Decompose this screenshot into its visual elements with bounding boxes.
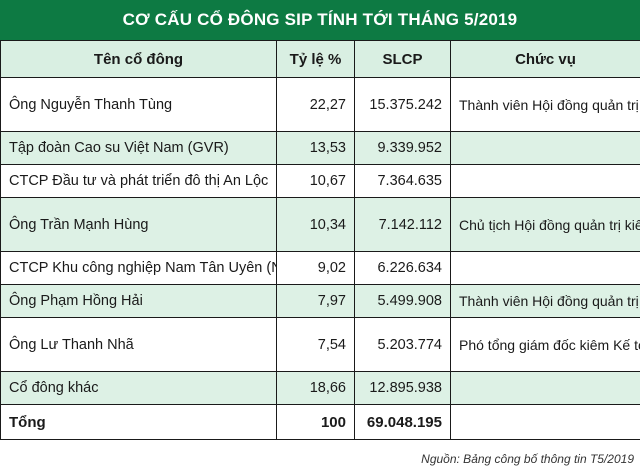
header-name: Tên cổ đông: [0, 40, 277, 78]
shareholder-role: [450, 164, 640, 198]
shareholder-slcp: 5.499.908: [354, 284, 451, 318]
shareholder-table: Tên cổ đông Tỷ lệ % SLCP Chức vụ Ông Ngu…: [0, 40, 640, 440]
shareholder-slcp: 7.142.112: [354, 197, 451, 252]
shareholder-role: Phó tổng giám đốc kiêm Kế toán trưởng: [450, 317, 640, 372]
total-row: Tổng 100 69.048.195: [0, 404, 640, 440]
shareholder-ratio: 9,02: [276, 251, 355, 285]
shareholder-role: [450, 131, 640, 165]
total-label: Tổng: [0, 404, 277, 440]
table-row: Ông Phạm Hồng Hải 7,97 5.499.908 Thành v…: [0, 284, 640, 318]
table-row: CTCP Khu công nghiệp Nam Tân Uyên (NTC) …: [0, 251, 640, 285]
shareholder-ratio: 10,34: [276, 197, 355, 252]
shareholder-slcp: 5.203.774: [354, 317, 451, 372]
shareholder-slcp: 9.339.952: [354, 131, 451, 165]
shareholder-role: Chủ tịch Hội đồng quản trị kiêm Tổng giá…: [450, 197, 640, 252]
header-row: Tên cổ đông Tỷ lệ % SLCP Chức vụ: [0, 40, 640, 78]
shareholder-slcp: 7.364.635: [354, 164, 451, 198]
shareholder-name: Tập đoàn Cao su Việt Nam (GVR): [0, 131, 277, 165]
header-slcp: SLCP: [354, 40, 451, 78]
shareholder-role: [450, 251, 640, 285]
shareholder-slcp: 15.375.242: [354, 77, 451, 132]
shareholder-ratio: 13,53: [276, 131, 355, 165]
shareholder-role: [450, 371, 640, 405]
shareholder-name: Ông Nguyễn Thanh Tùng: [0, 77, 277, 132]
table-title: CƠ CẤU CỔ ĐÔNG SIP TÍNH TỚI THÁNG 5/2019: [0, 0, 640, 40]
table-row: Tập đoàn Cao su Việt Nam (GVR) 13,53 9.3…: [0, 131, 640, 165]
shareholder-ratio: 10,67: [276, 164, 355, 198]
header-ratio: Tỷ lệ %: [276, 40, 355, 78]
shareholder-slcp: 6.226.634: [354, 251, 451, 285]
shareholder-role: Thành viên Hội đồng quản trị kiêm Phó tổ…: [450, 77, 640, 132]
shareholder-name: Cổ đông khác: [0, 371, 277, 405]
total-role: [450, 404, 640, 440]
table-row: CTCP Đầu tư và phát triển đô thị An Lộc …: [0, 164, 640, 198]
shareholder-name: Ông Phạm Hồng Hải: [0, 284, 277, 318]
shareholder-ratio: 18,66: [276, 371, 355, 405]
table-row: Ông Lư Thanh Nhã 7,54 5.203.774 Phó tổng…: [0, 317, 640, 372]
shareholder-role: Thành viên Hội đồng quản trị: [450, 284, 640, 318]
shareholder-name: CTCP Đầu tư và phát triển đô thị An Lộc: [0, 164, 277, 198]
shareholder-name: CTCP Khu công nghiệp Nam Tân Uyên (NTC): [0, 251, 277, 285]
shareholder-ratio: 7,54: [276, 317, 355, 372]
shareholder-ratio: 7,97: [276, 284, 355, 318]
total-slcp: 69.048.195: [354, 404, 451, 440]
shareholder-slcp: 12.895.938: [354, 371, 451, 405]
total-ratio: 100: [276, 404, 355, 440]
shareholder-name: Ông Trần Mạnh Hùng: [0, 197, 277, 252]
table-row: Ông Trần Mạnh Hùng 10,34 7.142.112 Chủ t…: [0, 197, 640, 252]
table-row: Ông Nguyễn Thanh Tùng 22,27 15.375.242 T…: [0, 77, 640, 132]
header-role: Chức vụ: [450, 40, 640, 78]
source-note: Nguồn: Bảng công bố thông tin T5/2019: [421, 452, 634, 466]
table-row: Cổ đông khác 18,66 12.895.938: [0, 371, 640, 405]
shareholder-ratio: 22,27: [276, 77, 355, 132]
shareholder-name: Ông Lư Thanh Nhã: [0, 317, 277, 372]
